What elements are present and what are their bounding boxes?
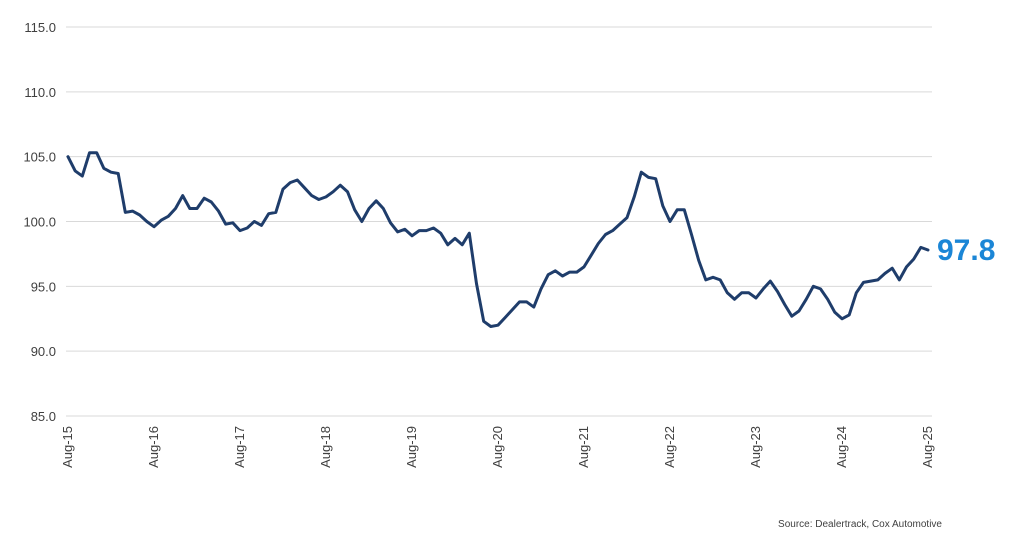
- y-tick-label: 100.0: [23, 215, 56, 230]
- x-tick-label: Aug-18: [318, 426, 333, 468]
- x-tick-label: Aug-23: [748, 426, 763, 468]
- x-tick-label: Aug-19: [404, 426, 419, 468]
- x-tick-label: Aug-21: [576, 426, 591, 468]
- source-note: Source: Dealertrack, Cox Automotive: [778, 519, 942, 530]
- x-tick-label: Aug-24: [834, 426, 849, 468]
- x-axis-tick-labels: Aug-15 Aug-16 Aug-17 Aug-18 Aug-19 Aug-20 Aug-…: [60, 426, 935, 468]
- y-tick-label: 110.0: [24, 85, 56, 100]
- y-tick-label: 85.0: [31, 409, 56, 424]
- series-line: [66, 151, 930, 328]
- y-tick-label: 115.0: [24, 20, 56, 35]
- series-layer: [66, 151, 930, 328]
- y-tick-label: 95.0: [31, 279, 56, 294]
- y-tick-label: 90.0: [31, 344, 56, 359]
- x-tick-label: Aug-16: [146, 426, 161, 468]
- y-tick-label: 105.0: [23, 150, 56, 165]
- x-tick-label: Aug-22: [662, 426, 677, 468]
- x-tick-label: Aug-17: [232, 426, 247, 468]
- gridlines: [66, 26, 932, 417]
- last-value-label: 97.8: [937, 234, 995, 267]
- x-tick-label: Aug-25: [920, 426, 935, 468]
- y-axis-tick-labels: 85.0 90.0 95.0 100.0 105.0 110.0 115.0: [23, 20, 56, 424]
- x-tick-label: Aug-15: [60, 426, 75, 468]
- x-tick-label: Aug-20: [490, 426, 505, 468]
